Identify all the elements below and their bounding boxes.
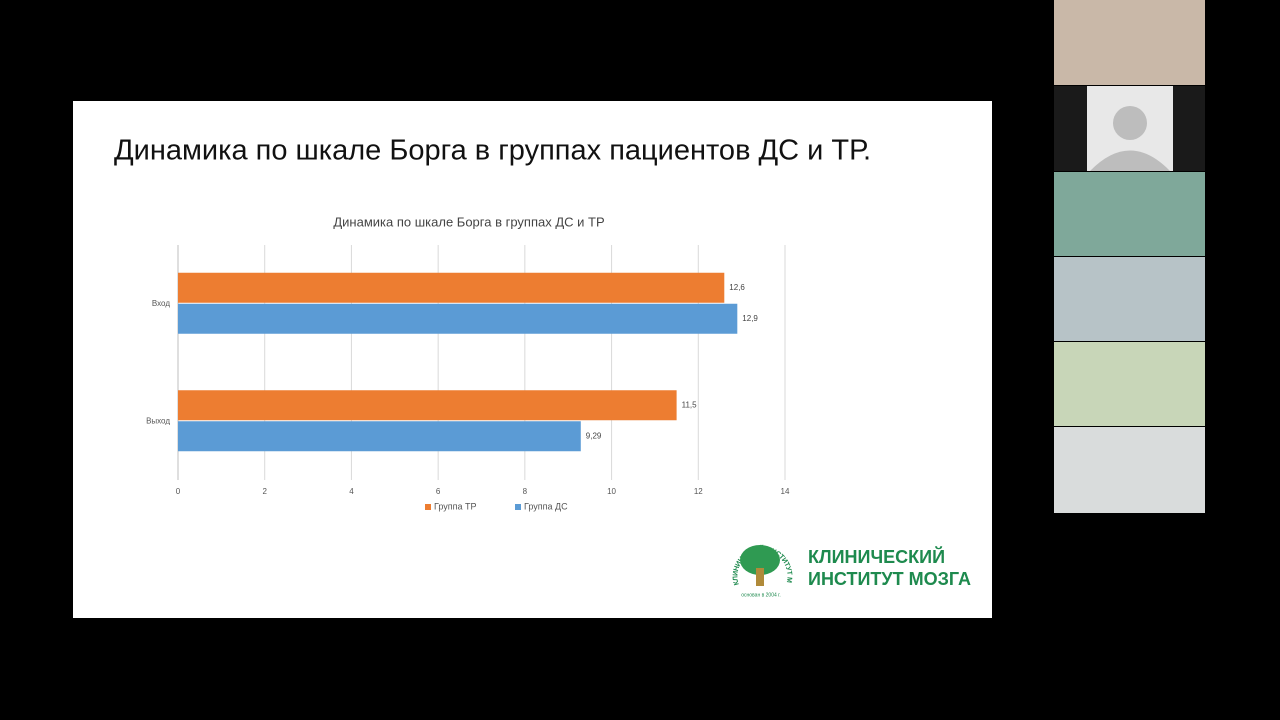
video-tile <box>1054 0 1205 85</box>
logo-line: ИНСТИТУТ МОЗГА <box>808 569 971 589</box>
slide <box>73 101 992 618</box>
chart: 0 2 4 6 8 10 12 14 Вход 12,6 12,9 Выход 11,5 9,29 Груп… <box>146 245 790 511</box>
x-tick-label: 8 <box>523 487 528 496</box>
bar <box>178 272 725 303</box>
logo-tree <box>740 545 780 575</box>
y-tick-label: Вход <box>152 299 170 308</box>
bar <box>178 421 581 452</box>
data-label: 9,29 <box>586 431 602 440</box>
logo-trunk <box>756 568 764 586</box>
x-tick-label: 6 <box>436 487 441 496</box>
logo-line: КЛИНИЧЕСКИЙ <box>808 546 945 567</box>
video-tile <box>1054 427 1205 513</box>
avatar-body <box>1090 150 1170 171</box>
x-tick-label: 4 <box>349 487 354 496</box>
x-tick-label: 10 <box>607 487 616 496</box>
video-tile <box>1054 342 1205 426</box>
slide-title: Динамика по шкале Борга в группах пациен… <box>114 135 871 167</box>
data-label: 12,9 <box>742 314 758 323</box>
video-tiles <box>1054 0 1205 513</box>
data-label: 11,5 <box>682 400 698 409</box>
avatar-head <box>1113 106 1147 140</box>
bar <box>178 390 677 421</box>
legend-label: Группа ТР <box>434 501 477 511</box>
x-tick-label: 14 <box>781 487 790 496</box>
chart-title: Динамика по шкале Борга в группах ДС и Т… <box>333 214 604 229</box>
y-tick-label: Выход <box>146 416 170 425</box>
x-tick-label: 0 <box>176 487 181 496</box>
data-label: 12,6 <box>729 283 745 292</box>
x-tick-label: 12 <box>694 487 703 496</box>
video-tile <box>1054 257 1205 341</box>
legend-swatch <box>515 504 521 510</box>
legend-swatch <box>425 504 431 510</box>
video-tile <box>1054 172 1205 256</box>
x-tick-label: 2 <box>262 487 267 496</box>
legend-label: Группа ДС <box>524 501 568 511</box>
bar <box>178 303 738 334</box>
logo-founded: основан в 2004 г. <box>741 592 781 598</box>
